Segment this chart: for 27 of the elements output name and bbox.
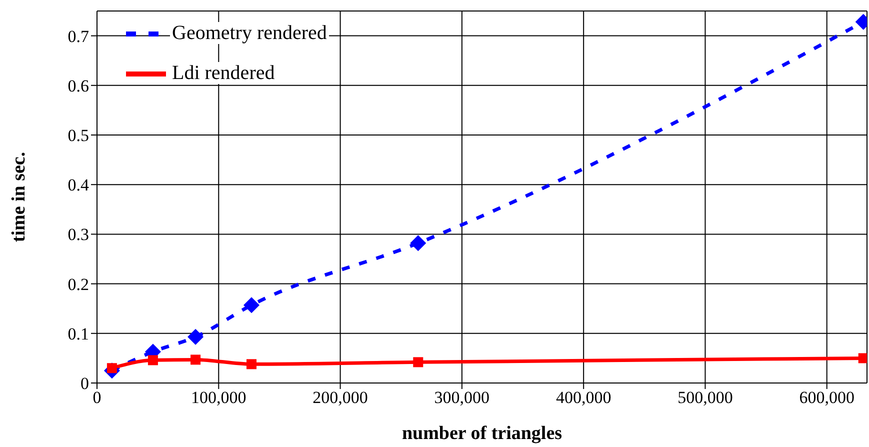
y-tick-label: 0.2 xyxy=(68,274,89,294)
y-tick-label: 0.1 xyxy=(68,324,89,344)
y-tick-label: 0.3 xyxy=(68,225,89,244)
x-tick-label: 500,000 xyxy=(678,388,733,408)
legend-label: Ldi rendered xyxy=(170,62,277,84)
x-tick-label: 400,000 xyxy=(556,388,612,408)
x-tick-label: 600,000 xyxy=(799,388,854,408)
point xyxy=(190,354,201,365)
point xyxy=(188,328,204,345)
x-tick-label: 200,000 xyxy=(312,388,368,408)
point xyxy=(858,353,867,364)
point xyxy=(413,357,424,368)
point xyxy=(243,297,260,314)
point xyxy=(246,359,256,370)
legend-label: Geometry rendered xyxy=(170,22,329,44)
y-tick-label: 0 xyxy=(80,374,89,394)
x-tick-label: 100,000 xyxy=(191,388,246,408)
point xyxy=(148,355,158,366)
y-tick-label: 0.6 xyxy=(68,76,89,96)
y-tick-label: 0.5 xyxy=(68,126,89,146)
y-tick-label: 0.7 xyxy=(68,26,90,46)
y-tick-label: 0.4 xyxy=(68,176,90,195)
x-tick-label: 0 xyxy=(92,388,102,408)
point xyxy=(410,235,426,252)
x-tick-label: 300,000 xyxy=(434,388,490,408)
x-axis-title: number of triangles xyxy=(402,423,562,444)
y-axis-title: time in sec. xyxy=(8,152,30,242)
